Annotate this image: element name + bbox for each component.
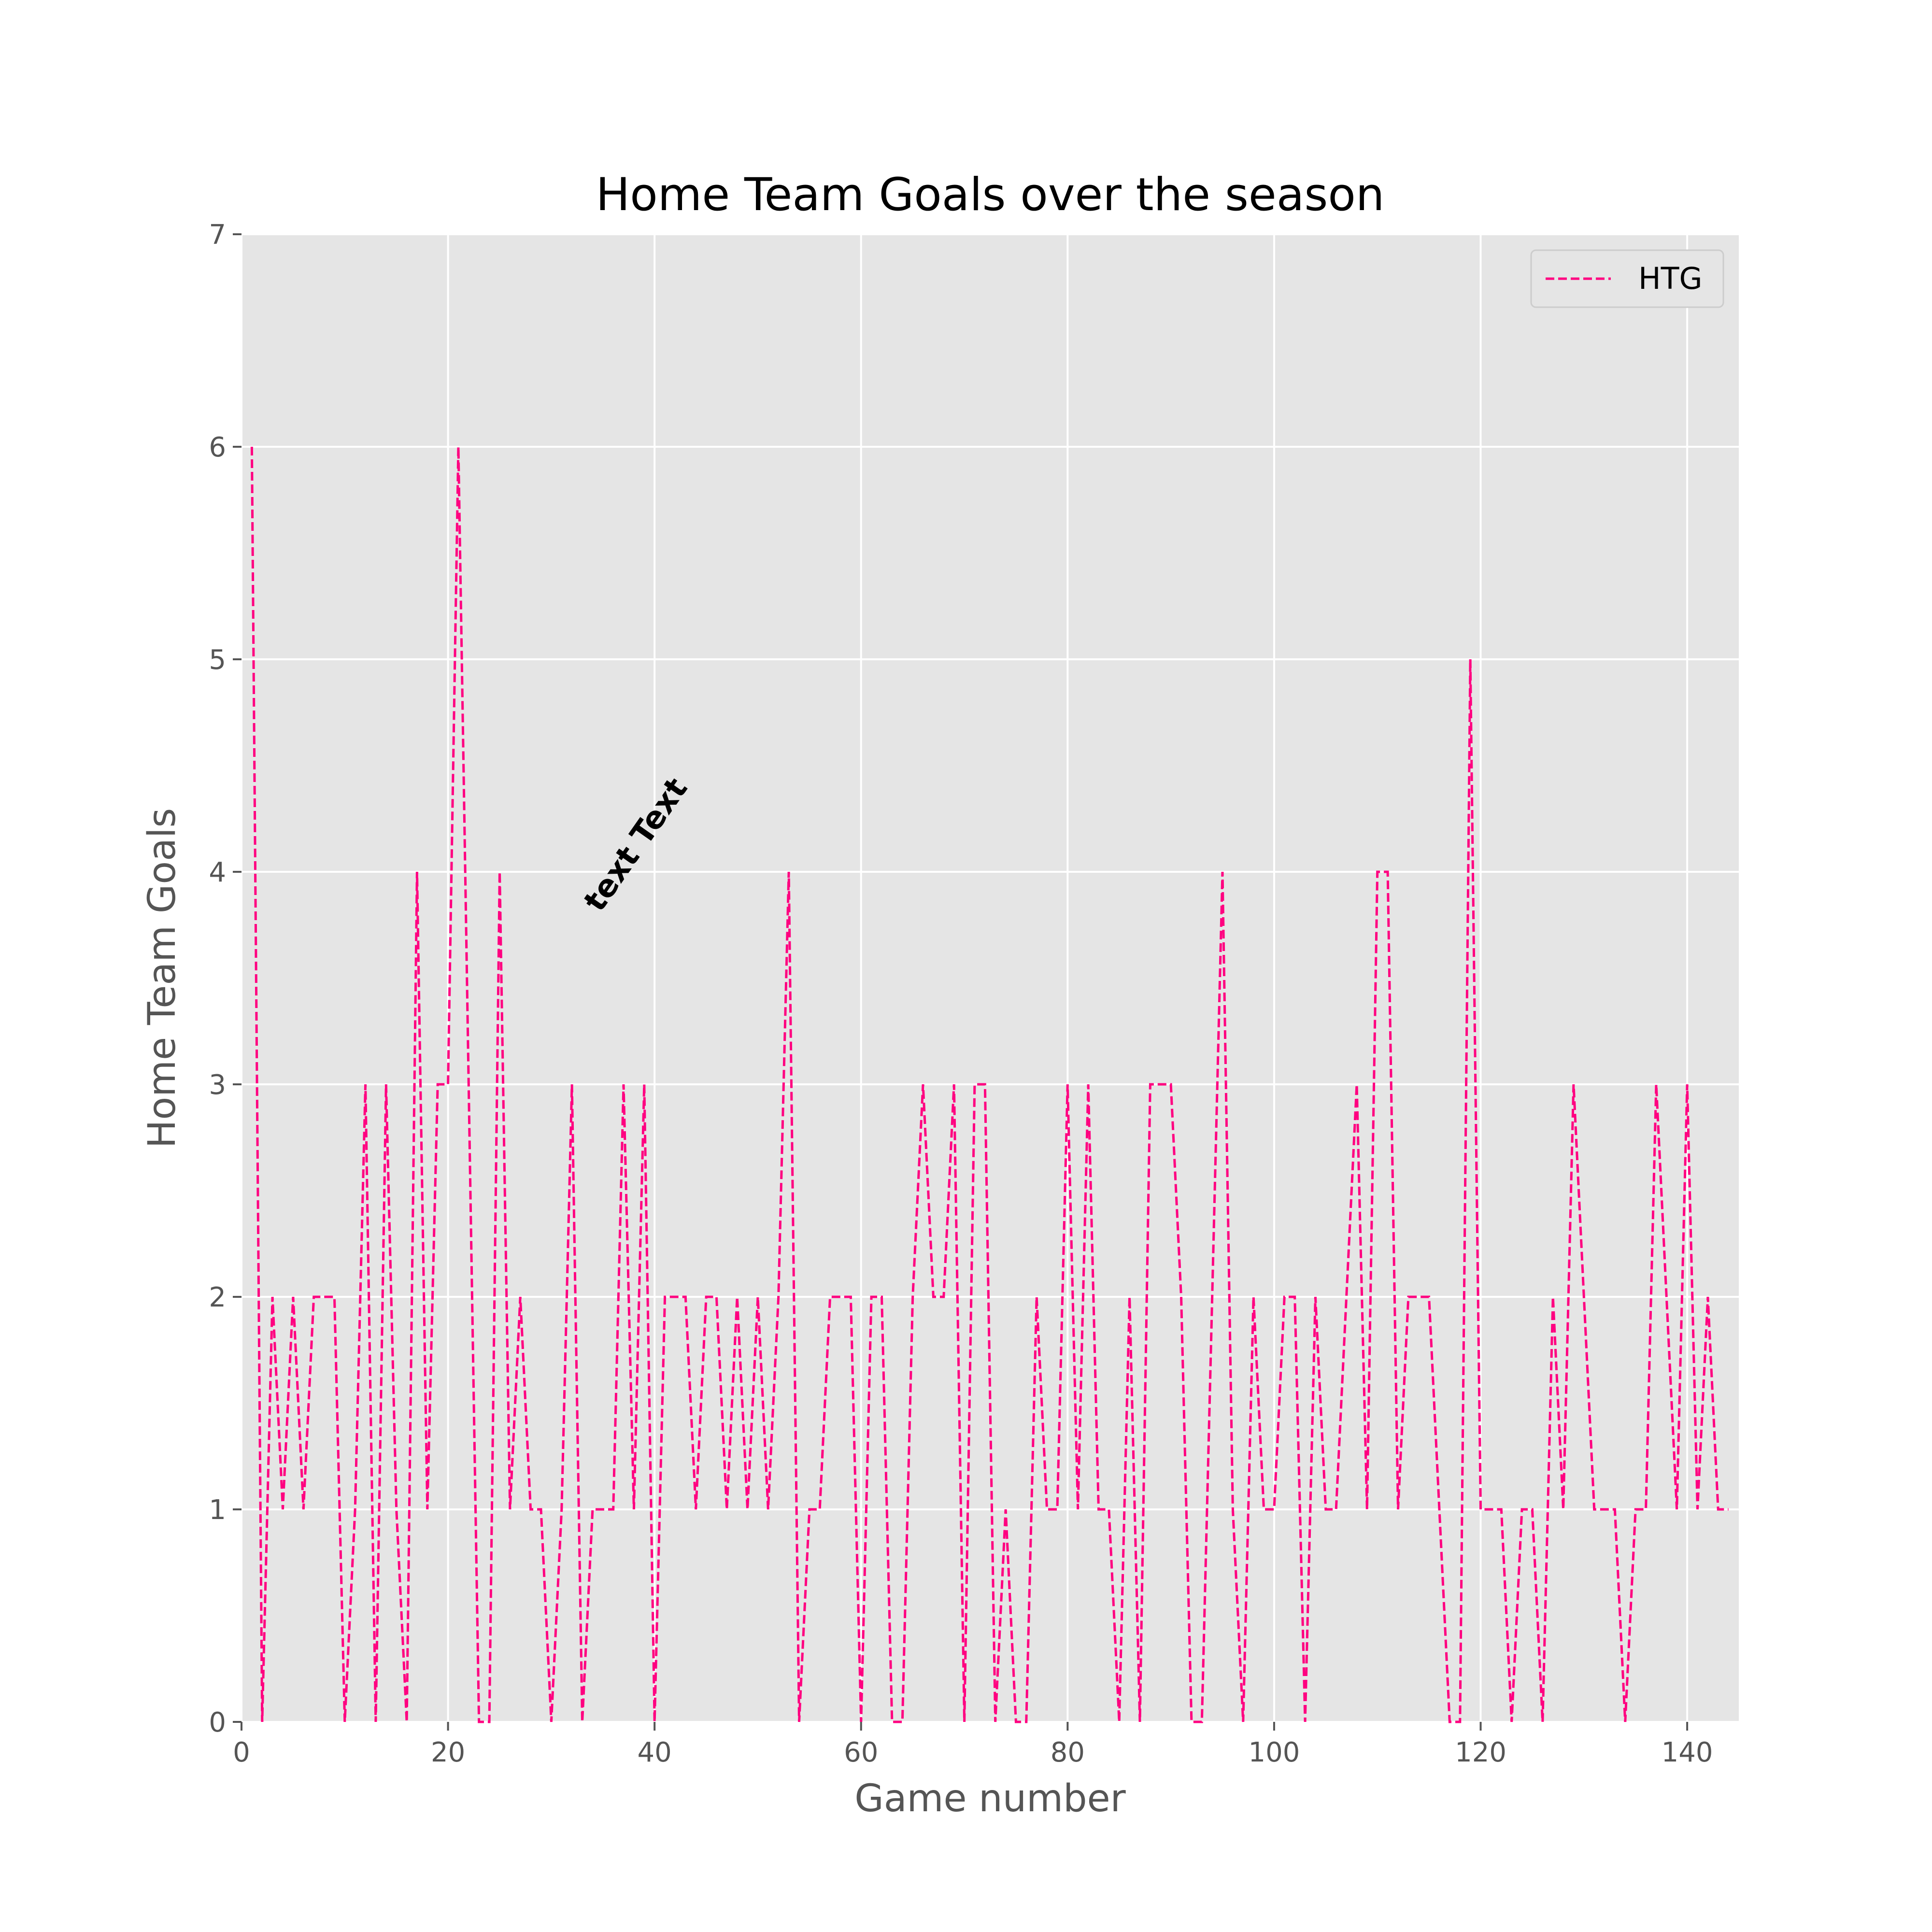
x-axis-label: Game number [854, 1777, 1126, 1820]
x-tick-label: 100 [1248, 1737, 1300, 1768]
grid-lines [241, 233, 1739, 1723]
x-tick-label: 140 [1662, 1737, 1713, 1768]
x-tick-label: 120 [1455, 1737, 1506, 1768]
legend-label-htg: HTG [1638, 261, 1703, 296]
y-tick-label: 2 [209, 1282, 226, 1313]
axis-ticks: 0 20 40 60 80 100 120 140 0 1 2 3 4 5 6 7 [209, 219, 1713, 1768]
legend-box [1530, 249, 1724, 308]
x-tick-label: 60 [844, 1737, 878, 1768]
y-tick-label: 1 [209, 1494, 226, 1526]
legend: HTG [1530, 249, 1724, 308]
chart-title: Home Team Goals over the season [596, 169, 1385, 221]
y-tick-label: 0 [209, 1707, 226, 1738]
series-line-htg [250, 446, 1729, 1723]
y-axis-label: Home Team Goals [141, 808, 184, 1148]
x-tick-label: 80 [1051, 1737, 1085, 1768]
y-tick-label: 7 [209, 219, 226, 251]
y-tick-label: 6 [209, 432, 226, 463]
y-tick-label: 4 [209, 857, 226, 888]
x-tick-label: 20 [431, 1737, 465, 1768]
x-tick-label: 0 [233, 1737, 250, 1768]
series-group [250, 446, 1729, 1723]
y-tick-label: 3 [209, 1069, 226, 1101]
x-tick-label: 40 [638, 1737, 672, 1768]
y-tick-label: 5 [209, 644, 226, 676]
